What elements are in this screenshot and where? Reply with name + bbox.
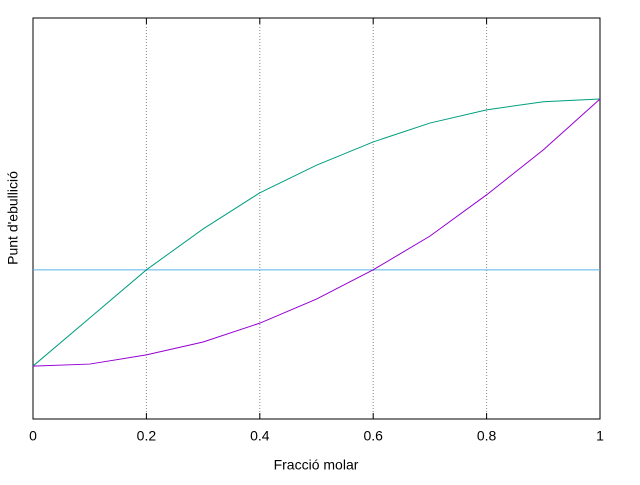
- x-tick-label: 0.8: [477, 428, 497, 444]
- x-tick-label: 0.6: [363, 428, 383, 444]
- plot-border: [32, 17, 601, 420]
- y-axis-label: Punt d'ebullició: [5, 171, 21, 265]
- series-line: [32, 98, 601, 367]
- x-tick-label: 0.2: [137, 428, 157, 444]
- x-tick-label: 0: [29, 428, 37, 444]
- x-tick-label: 0.4: [250, 428, 270, 444]
- series-line: [32, 98, 601, 367]
- x-axis-label: Fracció molar: [274, 457, 359, 473]
- x-tick-label: 1: [596, 428, 604, 444]
